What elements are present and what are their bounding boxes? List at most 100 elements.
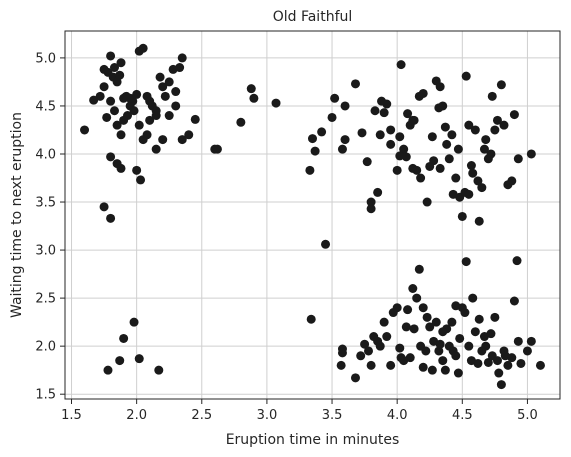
data-point [116, 163, 126, 173]
data-point [375, 341, 385, 351]
data-point [507, 176, 517, 186]
y-tick-label: 3.0 [35, 244, 56, 259]
data-point [310, 146, 320, 156]
data-point [435, 339, 445, 349]
data-point [435, 163, 445, 173]
data-point [321, 239, 331, 249]
data-point [103, 365, 113, 375]
data-point [466, 161, 476, 171]
data-point [151, 106, 161, 116]
data-point [399, 144, 409, 154]
data-point [160, 91, 170, 101]
y-axis-label: Waiting time to next eruption [9, 112, 25, 318]
data-point [249, 93, 259, 103]
data-point [364, 346, 374, 356]
data-point [451, 173, 461, 183]
data-point [438, 327, 448, 337]
data-point [422, 197, 432, 207]
data-point [492, 115, 502, 125]
data-point [395, 151, 405, 161]
data-point [362, 157, 372, 167]
data-point [392, 303, 402, 313]
data-point [447, 130, 457, 140]
data-point [474, 314, 484, 324]
data-point [509, 296, 519, 306]
data-point [340, 101, 350, 111]
data-point [95, 91, 105, 101]
data-point [106, 152, 116, 162]
data-point [409, 324, 419, 334]
data-point [386, 360, 396, 370]
data-point [164, 77, 174, 87]
data-point [386, 139, 396, 149]
data-point [151, 144, 161, 154]
data-point [396, 60, 406, 70]
data-point [499, 120, 509, 130]
data-point [425, 322, 435, 332]
data-point [132, 89, 142, 99]
data-point [427, 365, 437, 375]
data-point [246, 84, 256, 94]
data-point [448, 189, 458, 199]
data-point [468, 168, 478, 178]
data-point [379, 108, 389, 118]
data-point [145, 115, 155, 125]
data-point [457, 211, 467, 221]
data-point [440, 122, 450, 132]
data-point [405, 353, 415, 363]
data-point [330, 93, 340, 103]
data-point [431, 317, 441, 327]
data-point [414, 264, 424, 274]
data-point [416, 173, 426, 183]
data-point [366, 204, 376, 214]
data-point [306, 314, 316, 324]
data-point [395, 343, 405, 353]
data-point [360, 339, 370, 349]
data-point [271, 98, 281, 108]
data-point [412, 165, 422, 175]
data-point [357, 128, 367, 138]
data-point [190, 114, 200, 124]
data-point [138, 43, 148, 53]
data-point [496, 80, 506, 90]
plot-frame [64, 30, 561, 400]
x-tick-label: 3.0 [257, 408, 278, 423]
data-point [490, 312, 500, 322]
data-point [99, 202, 109, 212]
data-point [102, 112, 112, 122]
y-tick-label: 4.5 [35, 99, 56, 114]
data-point [429, 156, 439, 166]
data-point [486, 329, 496, 339]
data-point [350, 79, 360, 89]
data-point [455, 333, 465, 343]
data-point [236, 117, 246, 127]
data-point [522, 346, 532, 356]
data-point [464, 120, 474, 130]
data-point [129, 106, 139, 116]
data-point [125, 93, 135, 103]
x-tick-label: 1.5 [61, 408, 82, 423]
x-axis-label: Eruption time in minutes [226, 432, 400, 448]
data-point [453, 144, 463, 154]
data-point [487, 91, 497, 101]
data-point [526, 336, 536, 346]
data-point [507, 353, 517, 363]
data-point [473, 358, 483, 368]
data-point [427, 132, 437, 142]
data-point [535, 360, 545, 370]
data-point [106, 51, 116, 61]
data-point [386, 125, 396, 135]
data-point [116, 130, 126, 140]
data-point [340, 135, 350, 145]
data-point [474, 216, 484, 226]
data-point [106, 96, 116, 106]
data-point [136, 175, 146, 185]
data-point [154, 365, 164, 375]
data-point [408, 115, 418, 125]
data-point [99, 82, 109, 92]
x-tick-label: 2.5 [191, 408, 212, 423]
data-point [470, 125, 480, 135]
data-point [434, 346, 444, 356]
data-point [379, 317, 389, 327]
